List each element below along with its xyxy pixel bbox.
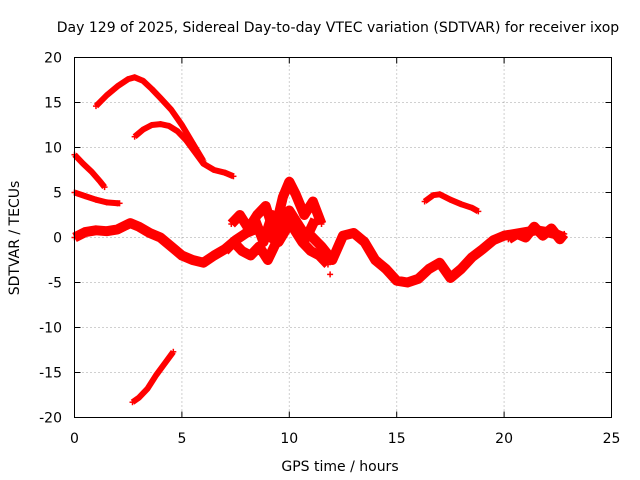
x-tick-label: 10 bbox=[280, 431, 298, 447]
y-tick-label: -15 bbox=[39, 366, 62, 382]
y-tick-label: 20 bbox=[44, 51, 62, 67]
series-arc-4 bbox=[71, 189, 123, 207]
y-tick-label: -5 bbox=[48, 276, 62, 292]
y-tick-label: 10 bbox=[44, 141, 62, 157]
y-tick-labels: -20 -15 -10 -5 0 5 10 15 20 bbox=[39, 51, 62, 427]
series-tail-d bbox=[505, 221, 569, 245]
data-series bbox=[71, 74, 569, 406]
x-axis-label: GPS time / hours bbox=[281, 459, 398, 475]
y-tick-label: 5 bbox=[53, 186, 62, 202]
isolated-point bbox=[327, 271, 334, 278]
series-arc-1 bbox=[92, 74, 207, 164]
chart-title: Day 129 of 2025, Sidereal Day-to-day VTE… bbox=[57, 20, 620, 36]
y-tick-label: -20 bbox=[39, 411, 62, 427]
y-tick-label: -10 bbox=[39, 321, 62, 337]
plot-frame bbox=[74, 57, 612, 418]
x-tick-label: 0 bbox=[70, 431, 79, 447]
x-tick-label: 20 bbox=[495, 431, 513, 447]
x-tick-labels: 0 5 10 15 20 25 bbox=[70, 431, 620, 447]
x-tick-label: 5 bbox=[177, 431, 186, 447]
series-spikes-c bbox=[242, 205, 320, 247]
series-line bbox=[73, 189, 121, 207]
y-tick-label: 15 bbox=[44, 96, 62, 112]
series-arc-2 bbox=[131, 121, 237, 180]
series-arc-6 bbox=[421, 191, 482, 215]
series-arc-5 bbox=[129, 348, 177, 406]
y-axis-label: SDTVAR / TECUs bbox=[7, 181, 23, 296]
series-line bbox=[93, 74, 206, 163]
series-arc-3 bbox=[71, 151, 108, 191]
series-line bbox=[130, 350, 176, 405]
x-tick-label: 15 bbox=[388, 431, 406, 447]
x-tick-label: 25 bbox=[603, 431, 621, 447]
y-tick-label: 0 bbox=[53, 231, 62, 247]
